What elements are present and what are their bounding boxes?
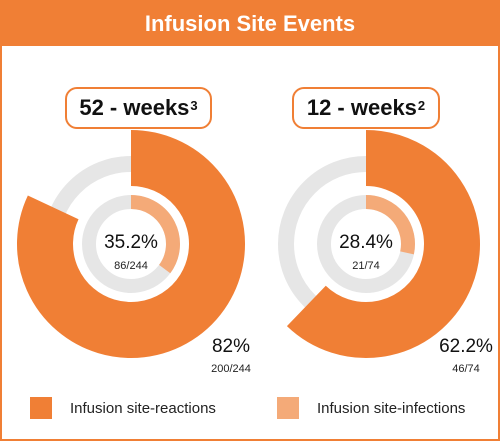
panel-12-weeks: 12 - weeks 2 28.4% 21/74 62.2% 46/74 [250,46,498,386]
inner-percent-label: 35.2% [104,232,158,253]
legend-label-reactions: Infusion site-reactions [70,399,216,417]
period-text: 12 - weeks [306,95,417,120]
legend: Infusion site-reactions Infusion site-in… [2,397,498,427]
period-label-12-weeks: 12 - weeks 2 [292,87,440,129]
inner-arc-infections [365,195,415,255]
period-text: 52 - weeks [79,95,190,120]
outer-count-label: 46/74 [452,363,480,375]
period-label-52-weeks: 52 - weeks 3 [65,87,212,129]
donut-chart-52-weeks: 35.2% 86/244 82% 200/244 [17,130,251,375]
inner-count-label: 21/74 [352,260,380,272]
outer-arc-reactions [286,130,480,358]
inner-percent-label: 28.4% [339,232,393,253]
outer-arc-reactions [17,130,245,358]
legend-swatch-infections [277,397,299,419]
legend-swatch-reactions [30,397,52,419]
legend-label-infections: Infusion site-infections [317,399,466,417]
outer-count-label: 200/244 [211,363,251,375]
panel-52-weeks: 52 - weeks 3 35.2% 86/244 82% 200/244 [2,46,251,386]
donut-chart-12-weeks: 28.4% 21/74 62.2% 46/74 [278,130,493,375]
legend-item-reactions: Infusion site-reactions [30,397,216,419]
inner-count-label: 86/244 [114,260,148,272]
chart-title: Infusion Site Events [2,2,498,46]
outer-percent-label: 62.2% [439,336,493,357]
outer-percent-label: 82% [212,336,250,357]
legend-item-infections: Infusion site-infections [277,397,465,419]
inner-arc-infections [130,195,180,274]
